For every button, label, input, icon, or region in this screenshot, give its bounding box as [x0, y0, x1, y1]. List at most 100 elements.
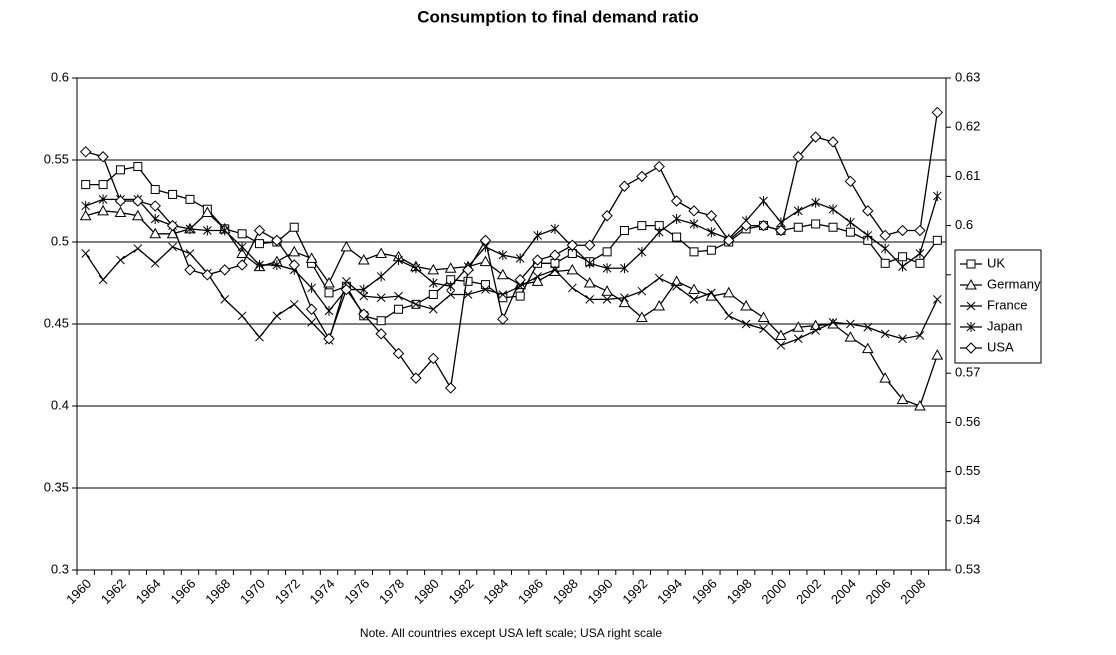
marker-diamond — [827, 136, 839, 148]
x-tick-label: 1984 — [480, 576, 511, 607]
marker-square — [254, 239, 264, 249]
marker-x — [932, 295, 942, 304]
marker-x — [585, 295, 595, 304]
marker-square — [637, 221, 647, 231]
marker-square — [619, 226, 629, 236]
marker-x — [307, 318, 316, 327]
y2-tick-label: 0.62 — [955, 119, 980, 134]
marker-triangle — [114, 206, 127, 217]
y-tick-label: 0.45 — [44, 315, 69, 330]
x-tick-label: 1990 — [585, 576, 616, 607]
marker-x — [168, 242, 177, 252]
marker-diamond — [149, 200, 161, 212]
marker-square — [811, 219, 821, 229]
marker-triangle — [566, 263, 579, 275]
marker-x — [620, 293, 629, 303]
marker-star — [880, 243, 890, 254]
marker-x — [394, 291, 403, 301]
x-tick-label: 1960 — [63, 576, 94, 607]
marker-square — [706, 245, 716, 255]
y-tick-label: 0.3 — [51, 561, 69, 576]
chart-title: Consumption to final demand ratio — [417, 7, 698, 26]
x-tick-label: 2004 — [828, 576, 859, 607]
marker-star — [428, 278, 438, 288]
marker-diamond — [896, 224, 909, 237]
marker-square — [689, 247, 699, 257]
marker-square — [898, 252, 908, 262]
x-tick-label: 1972 — [272, 576, 303, 607]
marker-triangle — [775, 329, 787, 340]
marker-square — [515, 291, 525, 301]
marker-x — [863, 322, 873, 332]
marker-diamond — [965, 342, 977, 354]
marker-diamond — [879, 229, 891, 242]
marker-diamond — [392, 347, 405, 360]
marker-star — [863, 230, 873, 241]
marker-diamond — [862, 205, 874, 217]
marker-diamond — [184, 264, 196, 276]
series-line — [85, 112, 938, 390]
marker-triangle — [131, 209, 144, 221]
y2-tick-label: 0.57 — [955, 365, 980, 380]
marker-square — [324, 288, 334, 298]
marker-diamond — [670, 195, 683, 207]
y2-tick-label: 0.53 — [955, 561, 980, 576]
marker-star — [98, 194, 108, 205]
marker-square — [394, 304, 404, 314]
marker-diamond — [566, 239, 579, 251]
marker-star — [81, 200, 91, 211]
marker-triangle — [601, 285, 613, 296]
marker-x — [185, 249, 195, 258]
marker-star — [307, 282, 316, 293]
marker-square — [828, 222, 838, 232]
marker-star — [202, 225, 212, 236]
marker-x — [533, 272, 542, 281]
series-line — [85, 210, 938, 407]
marker-diamond — [253, 224, 266, 237]
marker-diamond — [236, 259, 248, 271]
x-tick-label: 2000 — [758, 576, 789, 607]
marker-star — [498, 250, 508, 261]
x-tick-label: 1988 — [550, 576, 581, 607]
y2-tick-label: 0.61 — [955, 168, 980, 183]
marker-diamond — [723, 234, 735, 247]
marker-star — [411, 263, 421, 274]
marker-x — [776, 340, 786, 350]
marker-triangle — [722, 286, 735, 298]
marker-star — [533, 230, 542, 241]
marker-diamond — [427, 352, 439, 365]
marker-square — [793, 222, 803, 232]
marker-x — [515, 281, 525, 291]
marker-square — [880, 258, 890, 268]
marker-x — [689, 295, 699, 304]
marker-diamond — [479, 234, 492, 247]
marker-x — [550, 265, 560, 275]
series — [81, 242, 942, 350]
marker-triangle — [688, 283, 700, 295]
marker-triangle — [740, 299, 752, 311]
marker-diamond — [809, 131, 822, 143]
marker-x — [966, 301, 976, 311]
marker-x — [707, 288, 716, 298]
marker-diamond — [358, 308, 370, 320]
x-tick-label: 1994 — [654, 576, 685, 607]
legend-label: USA — [987, 339, 1014, 354]
marker-diamond — [618, 180, 631, 192]
marker-square — [932, 235, 942, 245]
marker-triangle — [965, 278, 977, 290]
marker-diamond — [653, 160, 665, 173]
marker-star — [376, 271, 386, 282]
x-tick-label: 1964 — [133, 576, 164, 607]
marker-triangle — [583, 276, 596, 288]
marker-triangle — [879, 372, 892, 383]
marker-x — [846, 319, 855, 329]
marker-square — [81, 180, 91, 190]
marker-triangle — [79, 209, 92, 221]
legend-label: Japan — [987, 318, 1022, 333]
marker-diamond — [340, 283, 353, 296]
marker-square — [498, 293, 508, 303]
marker-square — [185, 194, 195, 204]
marker-triangle — [931, 349, 944, 360]
